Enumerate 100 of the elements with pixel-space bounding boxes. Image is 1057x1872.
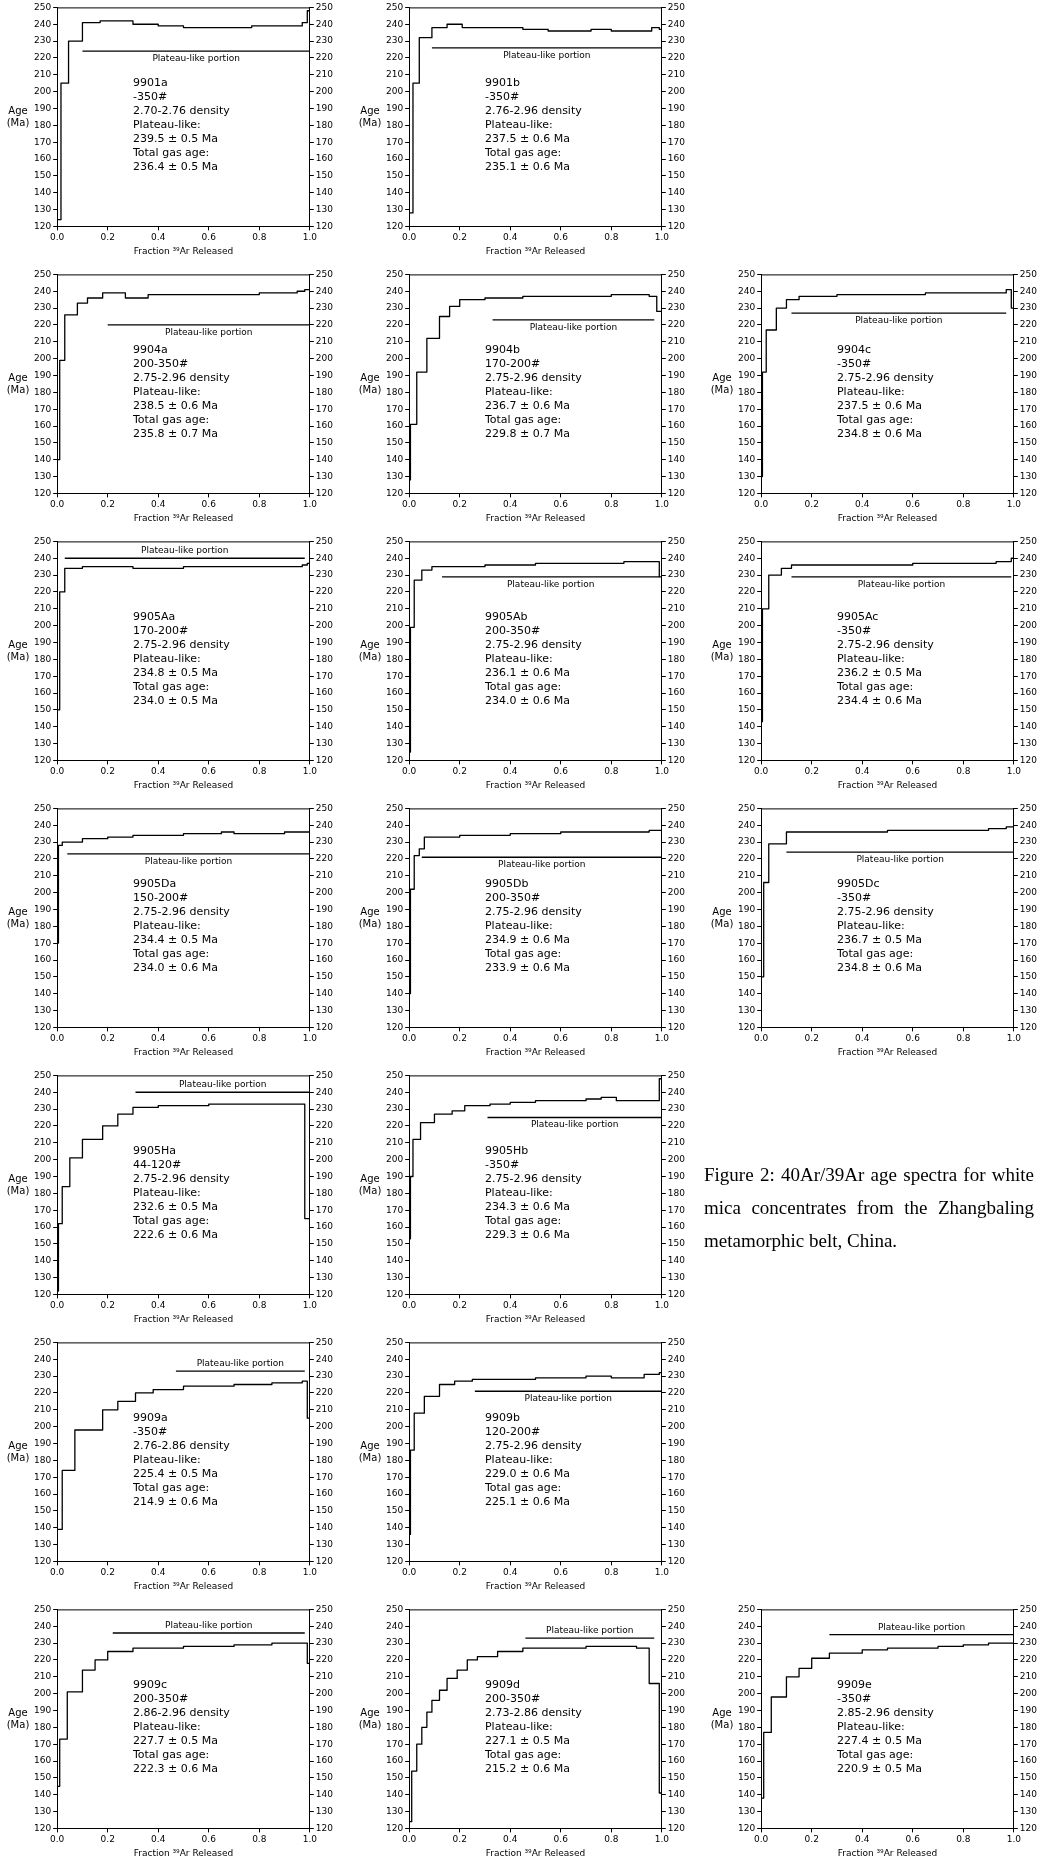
y2-tick-label: 120 bbox=[1019, 1021, 1038, 1032]
y-tick-label: 150 bbox=[385, 1238, 404, 1249]
y2-tick-label: 150 bbox=[667, 971, 686, 982]
y2-tick-label: 120 bbox=[667, 754, 686, 765]
x-tick-label: 0.2 bbox=[452, 1834, 467, 1845]
x-tick-label: 1.0 bbox=[654, 766, 670, 777]
x-tick-label: 0.2 bbox=[100, 499, 115, 510]
series-label: Plateau-like portion bbox=[506, 578, 595, 589]
y-tick-label: 210 bbox=[737, 603, 756, 614]
annotation: 234.0 ± 0.6 Ma bbox=[484, 693, 570, 707]
x-tick-label: 0.6 bbox=[553, 1834, 569, 1845]
y-tick-label: 250 bbox=[737, 268, 756, 279]
y-tick-label: 190 bbox=[33, 102, 52, 113]
y2-tick-label: 200 bbox=[1019, 886, 1038, 897]
annotation: 2.76-2.86 density bbox=[132, 1438, 231, 1452]
x-tick-label: 1.0 bbox=[302, 232, 318, 243]
y2-tick-label: 230 bbox=[667, 302, 686, 313]
y-tick-label: 240 bbox=[385, 1086, 404, 1097]
y-tick-label: 190 bbox=[33, 1170, 52, 1181]
y2-tick-label: 130 bbox=[667, 203, 686, 214]
annotation: 235.1 ± 0.6 Ma bbox=[484, 159, 570, 173]
y2-tick-label: 170 bbox=[667, 136, 686, 147]
y-tick-label: 210 bbox=[33, 1671, 52, 1682]
y2-tick-label: 140 bbox=[315, 1255, 334, 1266]
y-tick-label: 180 bbox=[33, 653, 52, 664]
y-tick-label: 210 bbox=[737, 870, 756, 881]
series-label: Plateau-like portion bbox=[856, 854, 944, 865]
x-tick-label: 0.8 bbox=[956, 1033, 971, 1044]
annotation: 200-350# bbox=[132, 356, 189, 370]
x-tick-label: 0.2 bbox=[452, 766, 467, 777]
y-tick-label: 140 bbox=[737, 1789, 756, 1800]
y2-tick-label: 200 bbox=[667, 1420, 686, 1431]
y-tick-label: 140 bbox=[385, 721, 404, 732]
y2-tick-label: 220 bbox=[1019, 1654, 1038, 1665]
annotation: -350# bbox=[836, 890, 872, 904]
y2-tick-label: 120 bbox=[315, 487, 334, 498]
y2-tick-label: 220 bbox=[315, 52, 334, 63]
annotation: 2.75-2.96 density bbox=[836, 904, 935, 918]
x-tick-label: 0.0 bbox=[50, 1567, 65, 1578]
y-tick-label: 230 bbox=[385, 35, 404, 46]
y2-tick-label: 150 bbox=[667, 437, 686, 448]
y-tick-label: 130 bbox=[737, 737, 756, 748]
annotation: 234.4 ± 0.6 Ma bbox=[836, 693, 922, 707]
y2-tick-label: 130 bbox=[315, 470, 334, 481]
x-tick-label: 1.0 bbox=[654, 1834, 670, 1845]
x-axis-title: Fraction ³⁹Ar Released bbox=[485, 245, 586, 256]
y-tick-label: 200 bbox=[33, 1153, 52, 1164]
y-tick-label: 180 bbox=[33, 920, 52, 931]
y-tick-label: 210 bbox=[737, 336, 756, 347]
x-tick-label: 1.0 bbox=[654, 232, 670, 243]
annotation: 200-350# bbox=[132, 1691, 189, 1705]
y-tick-label: 120 bbox=[385, 1822, 404, 1833]
y-tick-label: 120 bbox=[385, 487, 404, 498]
y-tick-label: 180 bbox=[737, 653, 756, 664]
annotation: -350# bbox=[836, 623, 872, 637]
x-tick-label: 0.8 bbox=[252, 1300, 267, 1311]
annotation: 232.6 ± 0.5 Ma bbox=[132, 1199, 218, 1213]
y-tick-label: 210 bbox=[33, 1137, 52, 1148]
x-axis-title: Fraction ³⁹Ar Released bbox=[837, 1046, 938, 1057]
y2-tick-label: 230 bbox=[315, 35, 334, 46]
y-tick-label: 150 bbox=[33, 1238, 52, 1249]
y-tick-label: 240 bbox=[737, 552, 756, 563]
y-tick-label: 150 bbox=[33, 437, 52, 448]
y2-tick-label: 150 bbox=[315, 704, 334, 715]
y2-tick-label: 250 bbox=[667, 1603, 686, 1614]
y2-tick-label: 200 bbox=[315, 619, 334, 630]
x-tick-label: 0.8 bbox=[956, 499, 971, 510]
annotation: 234.4 ± 0.5 Ma bbox=[132, 932, 218, 946]
y-tick-label: 130 bbox=[385, 470, 404, 481]
series-label: Plateau-like portion bbox=[529, 321, 618, 332]
y2-tick-label: 170 bbox=[315, 670, 334, 681]
y2-tick-label: 190 bbox=[667, 1704, 686, 1715]
y2-tick-label: 230 bbox=[1019, 302, 1038, 313]
y2-tick-label: 210 bbox=[667, 603, 686, 614]
y-tick-label: 220 bbox=[33, 52, 52, 63]
y2-tick-label: 250 bbox=[315, 1, 334, 12]
x-tick-label: 0.4 bbox=[151, 499, 166, 510]
y2-tick-label: 190 bbox=[1019, 903, 1038, 914]
y2-tick-label: 180 bbox=[315, 1454, 334, 1465]
x-tick-label: 0.8 bbox=[604, 499, 619, 510]
y2-tick-label: 200 bbox=[315, 886, 334, 897]
y2-tick-label: 130 bbox=[315, 203, 334, 214]
y2-tick-label: 180 bbox=[667, 119, 686, 130]
y2-tick-label: 120 bbox=[1019, 487, 1038, 498]
y-tick-label: 240 bbox=[33, 1353, 52, 1364]
y-tick-label: 250 bbox=[737, 802, 756, 813]
x-tick-label: 0.2 bbox=[452, 1567, 467, 1578]
annotation: Total gas age: bbox=[131, 946, 210, 960]
y-tick-label: 180 bbox=[385, 1187, 404, 1198]
annotation: Total gas age: bbox=[483, 1480, 562, 1494]
y-tick-label: 240 bbox=[737, 1620, 756, 1631]
y-tick-label: 170 bbox=[385, 1204, 404, 1215]
y-tick-label: 240 bbox=[737, 819, 756, 830]
y-tick-label: 220 bbox=[33, 1654, 52, 1665]
x-axis-title: Fraction ³⁹Ar Released bbox=[485, 1046, 586, 1057]
series-label: Plateau-like portion bbox=[498, 859, 586, 870]
annotation: 9905Ab bbox=[484, 609, 528, 623]
annotation: 9904c bbox=[836, 342, 872, 356]
x-tick-label: 0.8 bbox=[604, 232, 619, 243]
y-tick-label: 230 bbox=[33, 1370, 52, 1381]
